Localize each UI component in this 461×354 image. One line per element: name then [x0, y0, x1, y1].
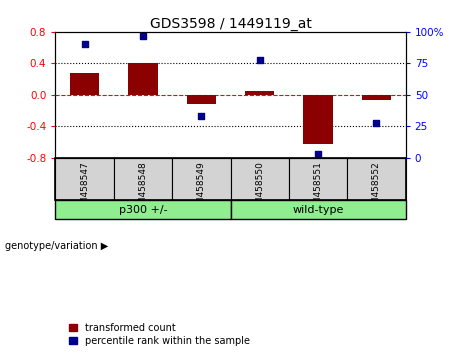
- Text: GSM458549: GSM458549: [197, 161, 206, 216]
- Bar: [128, 63, 158, 95]
- Bar: [347, 158, 406, 200]
- Bar: [55, 158, 114, 200]
- Bar: [172, 158, 230, 200]
- Bar: [303, 95, 333, 144]
- Text: GSM458551: GSM458551: [313, 161, 323, 216]
- Text: GSM458552: GSM458552: [372, 161, 381, 216]
- Bar: [230, 158, 289, 200]
- Bar: [70, 73, 99, 95]
- Bar: [289, 158, 347, 200]
- Text: p300 +/-: p300 +/-: [118, 205, 167, 215]
- Text: GSM458548: GSM458548: [138, 161, 148, 216]
- Bar: [362, 95, 391, 101]
- Bar: [114, 158, 172, 200]
- Legend: transformed count, percentile rank within the sample: transformed count, percentile rank withi…: [70, 323, 250, 346]
- Bar: [230, 200, 406, 219]
- Point: [314, 151, 322, 157]
- Point: [198, 113, 205, 119]
- Text: wild-type: wild-type: [292, 205, 344, 215]
- Point: [256, 57, 263, 62]
- Text: GSM458547: GSM458547: [80, 161, 89, 216]
- Point: [81, 42, 88, 47]
- Point: [139, 33, 147, 39]
- Bar: [187, 95, 216, 104]
- Point: [373, 120, 380, 125]
- Text: genotype/variation ▶: genotype/variation ▶: [5, 241, 108, 251]
- Text: GSM458550: GSM458550: [255, 161, 264, 216]
- Bar: [245, 91, 274, 95]
- Bar: [55, 200, 230, 219]
- Title: GDS3598 / 1449119_at: GDS3598 / 1449119_at: [149, 17, 312, 31]
